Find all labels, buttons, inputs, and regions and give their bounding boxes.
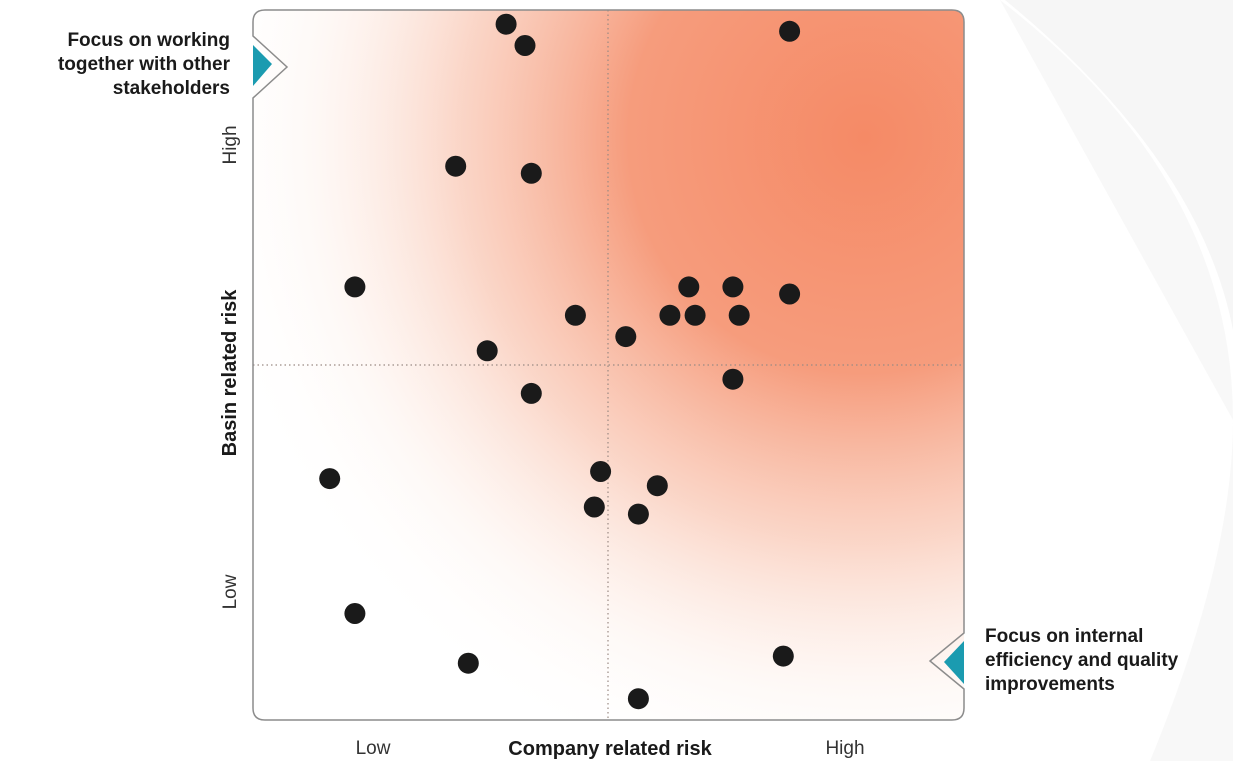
data-point-10: [684, 304, 706, 326]
data-point-14: [779, 283, 801, 305]
data-point-24: [457, 652, 479, 674]
data-point-16: [722, 368, 744, 390]
data-point-6: [344, 276, 366, 298]
data-point-11: [678, 276, 700, 298]
data-point-7: [564, 304, 586, 326]
data-point-3: [779, 20, 801, 42]
data-point-22: [627, 503, 649, 525]
stakeholders-focus-note: Focus on working together with other sta…: [57, 30, 230, 99]
y-axis-title: Basin related risk: [219, 289, 241, 457]
internal-focus-note: Focus on internal efficiency and quality…: [985, 626, 1179, 695]
x-axis-title: Company related risk: [508, 738, 712, 760]
chart-frame: [252, 9, 965, 721]
data-point-2: [514, 35, 536, 56]
stakeholders-pointer-icon: [253, 45, 272, 86]
data-point-8: [615, 326, 637, 348]
data-point-13: [728, 304, 750, 326]
y-tick-high: High: [220, 125, 241, 164]
data-point-17: [520, 382, 542, 404]
x-tick-high: High: [825, 738, 864, 759]
data-point-9: [659, 304, 681, 326]
internal-focus-pointer-icon: [944, 641, 964, 684]
x-tick-low: Low: [356, 738, 391, 759]
data-point-20: [646, 475, 668, 497]
data-points: [319, 13, 801, 710]
data-point-18: [319, 468, 341, 490]
y-tick-low: Low: [220, 574, 241, 609]
data-point-15: [476, 340, 498, 362]
data-point-25: [772, 645, 794, 667]
data-point-1: [495, 13, 517, 35]
data-point-21: [583, 496, 605, 518]
data-point-12: [722, 276, 744, 298]
data-point-26: [627, 688, 649, 710]
data-point-5: [520, 162, 542, 184]
data-point-23: [344, 603, 366, 624]
data-point-19: [590, 461, 612, 482]
data-point-4: [445, 155, 467, 177]
